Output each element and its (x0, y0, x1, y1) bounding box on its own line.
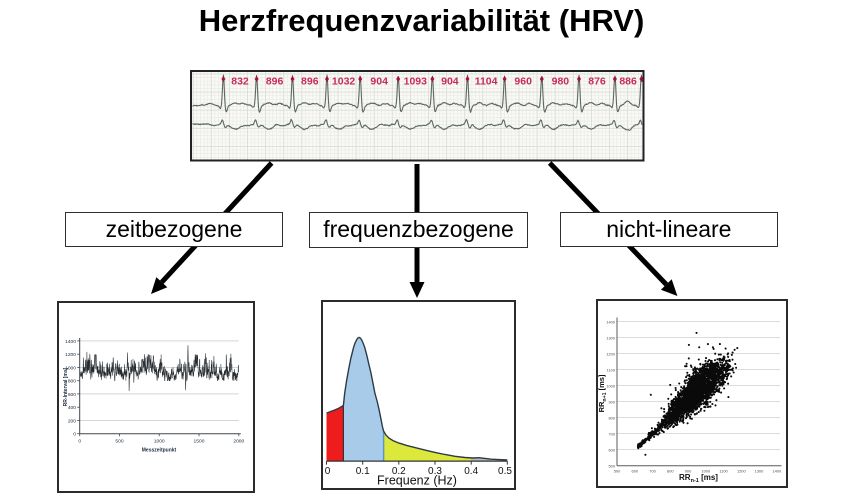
svg-text:RRn-1 [ms]: RRn-1 [ms] (679, 473, 718, 484)
svg-text:1100: 1100 (719, 469, 728, 474)
svg-text:200: 200 (68, 419, 76, 425)
svg-text:1400: 1400 (65, 339, 76, 345)
svg-text:0: 0 (73, 432, 76, 438)
svg-text:1400: 1400 (772, 469, 781, 474)
svg-text:Messzeitpunkt: Messzeitpunkt (142, 448, 177, 454)
svg-text:886: 886 (619, 76, 637, 88)
svg-text:900: 900 (685, 469, 692, 474)
svg-text:0.5: 0.5 (498, 466, 512, 477)
svg-text:500: 500 (614, 469, 621, 474)
svg-text:1200: 1200 (65, 352, 76, 358)
svg-text:980: 980 (552, 76, 570, 88)
svg-text:RR-Interval [ms]: RR-Interval [ms] (63, 368, 69, 407)
svg-text:1032: 1032 (332, 76, 356, 88)
svg-text:800: 800 (609, 415, 616, 420)
svg-text:0.1: 0.1 (356, 466, 370, 477)
svg-text:700: 700 (649, 469, 656, 474)
svg-text:700: 700 (609, 431, 616, 436)
svg-text:500: 500 (115, 439, 123, 445)
svg-text:832: 832 (231, 76, 249, 88)
svg-text:1000: 1000 (701, 469, 710, 474)
svg-text:800: 800 (68, 379, 76, 385)
svg-text:400: 400 (68, 405, 76, 411)
svg-text:600: 600 (609, 447, 616, 452)
svg-text:0.3: 0.3 (428, 466, 442, 477)
svg-text:1000: 1000 (606, 383, 615, 388)
svg-text:1300: 1300 (755, 469, 764, 474)
svg-text:1500: 1500 (194, 439, 205, 445)
svg-text:1000: 1000 (154, 439, 165, 445)
svg-text:Frequenz (Hz): Frequenz (Hz) (377, 474, 457, 488)
svg-text:0.2: 0.2 (392, 466, 406, 477)
svg-text:1200: 1200 (606, 351, 615, 356)
svg-text:1400: 1400 (606, 319, 615, 324)
svg-text:500: 500 (609, 463, 616, 468)
svg-text:800: 800 (667, 469, 674, 474)
svg-text:896: 896 (266, 76, 284, 88)
svg-text:1093: 1093 (404, 76, 428, 88)
svg-text:600: 600 (632, 469, 639, 474)
svg-text:0: 0 (325, 466, 331, 477)
svg-text:0: 0 (78, 439, 81, 445)
svg-text:600: 600 (68, 392, 76, 398)
svg-text:904: 904 (370, 76, 388, 88)
svg-text:896: 896 (301, 76, 319, 88)
svg-text:900: 900 (609, 399, 616, 404)
svg-text:1300: 1300 (606, 335, 615, 340)
svg-text:1104: 1104 (475, 76, 498, 88)
svg-text:876: 876 (588, 76, 606, 88)
svg-text:1000: 1000 (65, 366, 76, 372)
svg-text:RRn+1 [ms]: RRn+1 [ms] (598, 374, 608, 412)
svg-text:0.4: 0.4 (464, 466, 478, 477)
svg-text:2000: 2000 (233, 439, 244, 445)
svg-text:904: 904 (441, 76, 459, 88)
svg-text:1200: 1200 (737, 469, 746, 474)
svg-text:1100: 1100 (607, 367, 616, 372)
svg-text:960: 960 (514, 76, 532, 88)
